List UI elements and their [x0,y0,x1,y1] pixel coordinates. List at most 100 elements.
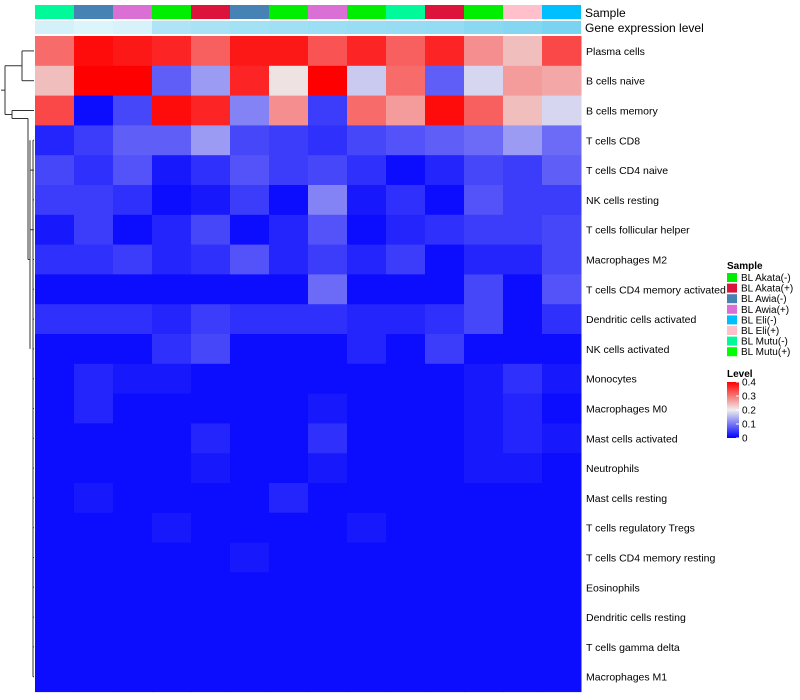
heatmap-cell [308,393,348,424]
level-legend-ticks: 0 0.1 0.2 0.3 0.4 [736,378,756,445]
heatmap-cell [191,304,231,335]
row-label: T cells follicular helper [586,225,690,237]
heatmap-cell [269,155,309,186]
heatmap-cell [269,214,309,246]
heatmap-cell [35,363,75,395]
heatmap-cell [464,65,504,97]
row-label: T cells gamma delta [586,642,680,654]
heatmap-cell [503,572,543,603]
heatmap-cell [191,185,231,216]
heatmap-cell [542,95,582,126]
heatmap-cell [113,95,153,126]
heatmap-cell [269,363,309,395]
heatmap-cell [464,155,504,186]
heatmap-cell [347,661,387,693]
expression-annotation-cell [230,21,269,34]
heatmap-cell [503,542,543,573]
heatmap-cell [542,453,582,484]
sample-legend-swatch [727,326,737,335]
row-labels: Plasma cells B cells naive B cells memory T… [586,46,726,684]
heatmap-cell [503,363,543,395]
heatmap-cell [113,65,153,97]
row-label: Plasma cells [586,46,645,58]
heatmap-cell [386,632,426,663]
heatmap-cell [386,542,426,573]
heatmap-cell [386,334,426,365]
heatmap-cell [542,274,582,305]
heatmap-cell [425,423,465,454]
heatmap-cell [464,36,504,67]
heatmap-cell [74,214,114,246]
heatmap-cell [542,214,582,246]
heatmap-cell [503,661,543,693]
heatmap-cell [386,661,426,693]
heatmap-cell [152,572,192,603]
heatmap-cell [74,274,114,305]
heatmap-cell [425,65,465,97]
heatmap-cell [308,542,348,573]
row-label: Mast cells resting [586,493,667,505]
heatmap-cell [74,661,114,693]
heatmap-cell [503,334,543,365]
heatmap-cell [152,632,192,663]
sample-legend-swatch [727,294,737,304]
heatmap-cell [230,334,270,365]
heatmap-cell [230,155,270,186]
heatmap-cell [152,155,192,186]
heatmap-cell [347,512,387,544]
heatmap-cell [113,632,153,663]
row-label: T cells CD8 [586,135,640,147]
heatmap-cell [425,244,465,275]
sample-legend-label: BL Eli(-) [741,315,777,326]
row-label: Macrophages M1 [586,672,667,684]
heatmap-cell [425,304,465,335]
row-label: Monocytes [586,374,637,386]
level-tick-label: 0.4 [742,378,756,389]
heatmap-cell [464,423,504,454]
heatmap-cell [347,36,387,67]
sample-legend-label: BL Mutu(+) [741,347,790,358]
heatmap-cell [35,334,75,365]
heatmap-cell [269,423,309,454]
heatmap-cell [35,304,75,335]
heatmap-cell [503,423,543,454]
heatmap-cell [113,542,153,573]
heatmap-cell [308,125,348,156]
heatmap-cell [230,125,270,156]
heatmap-cell [152,214,192,246]
heatmap-cell [152,36,192,67]
heatmap-cell [74,632,114,663]
sample-annotation-bar [35,5,581,19]
heatmap-cell [191,602,231,633]
heatmap-cell [269,393,309,424]
heatmap-cell [386,65,426,97]
heatmap-cell [386,304,426,335]
heatmap-cell [269,95,309,126]
heatmap-cell [386,393,426,424]
heatmap-cell [425,542,465,573]
heatmap-cell [503,244,543,275]
heatmap-cell [464,244,504,275]
heatmap-cell [113,363,153,395]
sample-annotation-cell [503,5,542,19]
heatmap-cell [230,453,270,484]
heatmap-cell [152,185,192,216]
row-label: Neutrophils [586,463,639,475]
heatmap-cell [386,125,426,156]
heatmap-cell [386,244,426,275]
sample-legend-swatch [727,283,737,293]
heatmap-cell [152,125,192,156]
heatmap-cell [503,155,543,186]
heatmap-cell [35,393,75,424]
heatmap-cell [191,244,231,275]
heatmap-cell [308,155,348,186]
heatmap-cell [113,453,153,484]
heatmap-cell [269,542,309,573]
heatmap-cell [308,274,348,305]
heatmap-cell [35,602,75,633]
heatmap-cell [386,512,426,544]
heatmap-cell [152,661,192,693]
heatmap-cell [503,393,543,424]
heatmap-cell [542,363,582,395]
heatmap-cell [74,185,114,216]
